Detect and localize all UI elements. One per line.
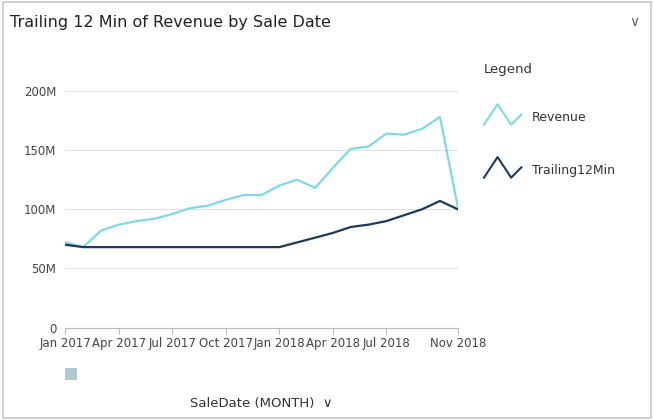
Text: ∨: ∨ — [629, 15, 640, 29]
Text: Trailing12Min: Trailing12Min — [532, 164, 615, 177]
Text: Legend: Legend — [484, 63, 533, 76]
Text: Revenue: Revenue — [532, 111, 586, 124]
Text: SaleDate (MONTH)  ∨: SaleDate (MONTH) ∨ — [190, 397, 333, 410]
FancyBboxPatch shape — [65, 368, 77, 380]
Text: Trailing 12 Min of Revenue by Sale Date: Trailing 12 Min of Revenue by Sale Date — [10, 15, 331, 30]
